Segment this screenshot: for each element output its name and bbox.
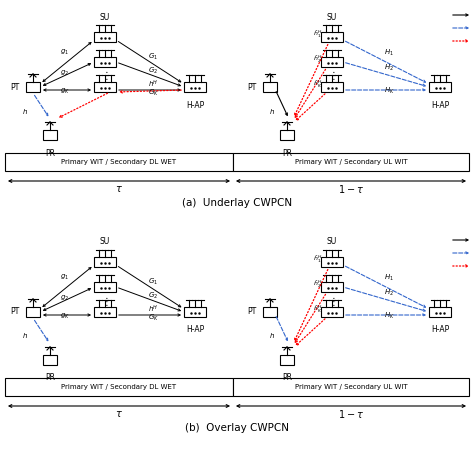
Text: $h$: $h$ — [22, 106, 28, 115]
Text: $H_2$: $H_2$ — [384, 63, 394, 73]
Text: $H_1$: $H_1$ — [384, 48, 394, 58]
Text: $\vdots$: $\vdots$ — [328, 69, 336, 83]
Bar — [280, 130, 294, 140]
Text: Primary WIT / Secondary DL WET: Primary WIT / Secondary DL WET — [62, 384, 176, 390]
Text: PT: PT — [11, 83, 20, 92]
Text: PR: PR — [282, 148, 292, 157]
Text: $\vdots$: $\vdots$ — [101, 69, 109, 83]
Text: $1-\tau$: $1-\tau$ — [338, 408, 364, 420]
Bar — [5, 153, 233, 171]
Text: $\vdots$: $\vdots$ — [328, 295, 336, 308]
Text: $h$: $h$ — [22, 331, 28, 341]
Text: $\hat{h}_K^H$: $\hat{h}_K^H$ — [313, 304, 323, 315]
Text: $h^H$: $h^H$ — [148, 78, 158, 90]
Bar — [184, 307, 206, 317]
Bar — [429, 307, 451, 317]
Text: $\tau$: $\tau$ — [115, 409, 123, 419]
Text: SU: SU — [100, 13, 110, 22]
Bar — [184, 82, 206, 92]
Text: Primary WIT / Secondary DL WET: Primary WIT / Secondary DL WET — [62, 159, 176, 165]
Bar — [321, 282, 343, 292]
Text: H-AP: H-AP — [186, 101, 204, 110]
Text: PR: PR — [45, 373, 55, 382]
Bar — [43, 130, 57, 140]
Text: $H_K$: $H_K$ — [383, 311, 394, 321]
Text: $G_1$: $G_1$ — [148, 52, 158, 62]
Text: $g_K$: $g_K$ — [60, 311, 70, 321]
Text: $\hat{h}_1^H$: $\hat{h}_1^H$ — [313, 28, 323, 40]
Bar — [429, 82, 451, 92]
Bar — [280, 355, 294, 365]
Text: $g_1$: $g_1$ — [61, 47, 70, 56]
Bar — [26, 307, 40, 317]
Bar — [43, 355, 57, 365]
Text: $h^H$: $h^H$ — [148, 304, 158, 315]
Bar — [321, 57, 343, 67]
Text: $G_2$: $G_2$ — [148, 291, 158, 301]
Bar — [94, 282, 116, 292]
Text: $h$: $h$ — [269, 331, 275, 341]
Text: SU: SU — [327, 238, 337, 247]
Text: $G_2$: $G_2$ — [148, 66, 158, 76]
Bar — [5, 378, 233, 396]
Bar — [263, 307, 277, 317]
Bar — [321, 32, 343, 42]
Bar — [321, 82, 343, 92]
Bar — [94, 307, 116, 317]
Text: $g_2$: $g_2$ — [61, 69, 70, 78]
Text: PR: PR — [282, 373, 292, 382]
Bar — [321, 307, 343, 317]
Text: $G_K$: $G_K$ — [147, 88, 158, 98]
Text: PT: PT — [11, 308, 20, 317]
Text: Primary WIT / Secondary UL WIT: Primary WIT / Secondary UL WIT — [295, 384, 407, 390]
Bar — [94, 32, 116, 42]
Text: PT: PT — [248, 308, 257, 317]
Text: $h$: $h$ — [269, 106, 275, 115]
Text: PR: PR — [45, 148, 55, 157]
Text: $\hat{h}_K^H$: $\hat{h}_K^H$ — [313, 78, 323, 90]
Text: $H_2$: $H_2$ — [384, 288, 394, 298]
Bar — [233, 378, 469, 396]
Bar — [94, 82, 116, 92]
Text: (b)  Overlay CWPCN: (b) Overlay CWPCN — [185, 423, 289, 433]
Text: $H_1$: $H_1$ — [384, 273, 394, 283]
Text: $\tau$: $\tau$ — [115, 184, 123, 194]
Text: $g_2$: $g_2$ — [61, 294, 70, 303]
Text: PT: PT — [248, 83, 257, 92]
Text: H-AP: H-AP — [431, 326, 449, 335]
Text: Primary WIT / Secondary UL WIT: Primary WIT / Secondary UL WIT — [295, 159, 407, 165]
Text: $\vdots$: $\vdots$ — [101, 295, 109, 308]
Bar — [263, 82, 277, 92]
Text: $1-\tau$: $1-\tau$ — [338, 183, 364, 195]
Text: $\hat{h}_2^H$: $\hat{h}_2^H$ — [313, 278, 323, 290]
Text: $\hat{h}_1^H$: $\hat{h}_1^H$ — [313, 253, 323, 265]
Text: H-AP: H-AP — [186, 326, 204, 335]
Bar — [26, 82, 40, 92]
Text: SU: SU — [327, 13, 337, 22]
Bar — [94, 257, 116, 267]
Bar — [233, 153, 469, 171]
Text: $H_K$: $H_K$ — [383, 86, 394, 96]
Bar — [94, 57, 116, 67]
Bar — [321, 257, 343, 267]
Text: $\hat{h}_2^H$: $\hat{h}_2^H$ — [313, 53, 323, 64]
Text: $g_1$: $g_1$ — [61, 272, 70, 281]
Text: (a)  Underlay CWPCN: (a) Underlay CWPCN — [182, 198, 292, 208]
Text: $G_K$: $G_K$ — [147, 313, 158, 323]
Text: SU: SU — [100, 238, 110, 247]
Text: $g_K$: $g_K$ — [60, 87, 70, 96]
Text: $G_1$: $G_1$ — [148, 277, 158, 287]
Text: H-AP: H-AP — [431, 101, 449, 110]
